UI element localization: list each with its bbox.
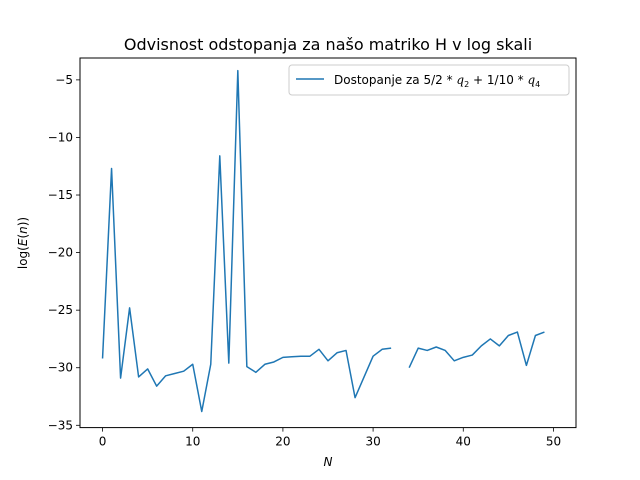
y-tick-label: −15 (48, 188, 73, 202)
x-tick-label: 0 (99, 435, 107, 449)
legend-label: Dostopanje za 5/2 * q2 + 1/10 * q4 (334, 73, 540, 89)
y-tick-label: −20 (48, 246, 73, 260)
x-tick-label: 50 (546, 435, 561, 449)
axes-frame (79, 57, 577, 429)
y-axis-label: log(E(n)) (16, 217, 30, 269)
x-axis-label: N (324, 455, 333, 469)
plot-area (79, 57, 577, 429)
y-tick-label: −5 (55, 73, 73, 87)
y-tick-label: −30 (48, 361, 73, 375)
series-line-segment (101, 69, 392, 413)
series-layer (101, 69, 545, 413)
y-tick-label: −25 (48, 303, 73, 317)
series-line-segment (408, 331, 545, 369)
legend-box (288, 64, 570, 96)
x-tick-label: 30 (365, 435, 380, 449)
y-axis-ticks: −35 −30 −25 −20 −15 −10 −5 (48, 73, 80, 432)
y-tick-label: −10 (48, 130, 73, 144)
x-tick-label: 10 (185, 435, 200, 449)
y-tick-label: −35 (48, 418, 73, 432)
x-tick-label: 20 (275, 435, 290, 449)
x-axis-ticks: 0 10 20 30 40 50 (99, 427, 561, 449)
x-tick-label: 40 (456, 435, 471, 449)
chart-title: Odvisnost odstopanja za našo matriko H v… (124, 35, 532, 54)
legend: Dostopanje za 5/2 * q2 + 1/10 * q4 (288, 64, 570, 96)
